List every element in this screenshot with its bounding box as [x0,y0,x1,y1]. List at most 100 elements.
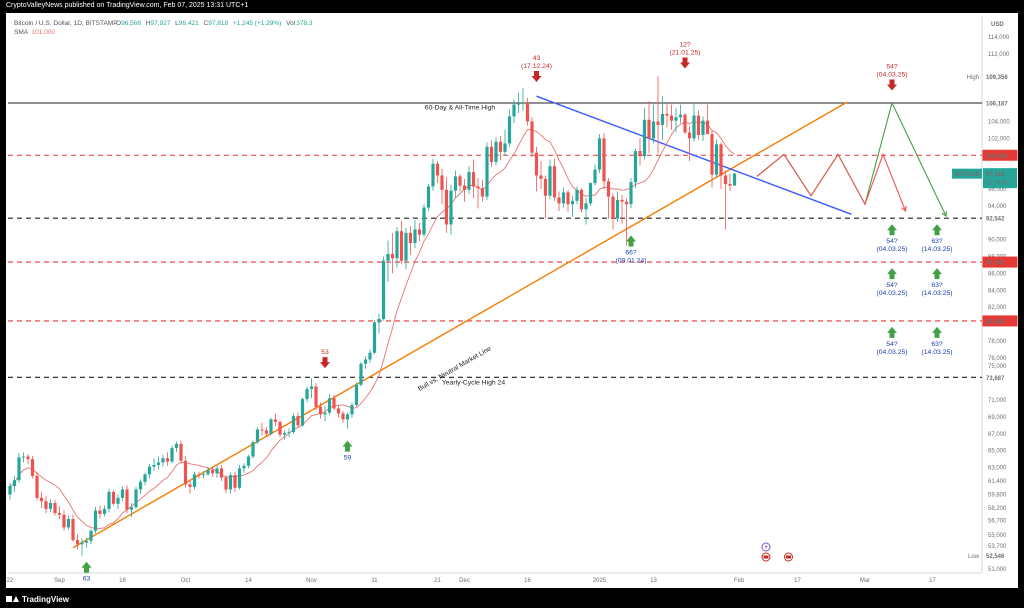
candle-body [732,173,737,186]
sma-line [9,121,735,529]
candle-body [44,501,48,509]
candle [705,104,710,135]
arrow-up-icon: 63 [81,561,92,583]
marker-date: (04.03.25) [877,246,908,253]
candle [696,110,701,141]
candle [516,92,521,114]
candle-body [431,163,435,187]
marker-arrow-shape [887,224,897,236]
candle-body [575,189,579,201]
candle [386,240,390,282]
candle [206,467,210,476]
candle [629,178,633,209]
candle [323,405,327,422]
y-tick-label: 104,000 [988,119,1010,125]
candle [291,413,296,434]
candle [156,456,161,470]
candle-body [647,119,651,139]
marker-label: 63? [931,341,943,348]
candle-body [66,518,71,528]
price-scale-label: 97,818 11:28:40 BTCUSD [952,168,1017,189]
candle-body [341,413,345,420]
price-label-value: 100,000 [986,154,1008,160]
candle-body [399,231,404,261]
candle-body [251,442,255,457]
y-tick-label: 114,000 [988,35,1010,41]
x-tick-label: Feb [734,578,745,584]
candle [129,502,134,518]
candle-body [449,190,453,225]
candle-body [674,117,678,121]
candle-body [548,166,552,196]
y-tick-label: 51,000 [988,567,1007,573]
candle [264,426,269,438]
annotation-text: 60-Day & All-Time High [425,105,496,112]
candle-body [62,514,66,528]
candle [548,159,552,200]
legend-vol-label: Vol [286,20,296,27]
us-flag-event-icon [761,552,771,562]
candle [575,186,579,205]
candle [552,158,557,201]
price-scale-label: 80,368 [982,315,1018,327]
candle [71,514,75,542]
candle-body [53,502,57,514]
candle-body [210,470,215,474]
candle [525,97,530,126]
candle-body [543,178,548,196]
marker-arrow-shape [342,440,353,452]
candle [660,96,665,141]
candle [165,452,170,466]
legend-ohlc: O96,566 H97,927 L96,421 C97,818 +1,245 (… [116,20,313,27]
candle [683,113,687,135]
marker-label: 54? [886,282,898,289]
candle-body [260,429,264,431]
x-tick-label: 17 [794,578,801,584]
candle-body [561,192,566,204]
candle [471,159,476,199]
y-tick-label: 56,700 [988,519,1007,525]
candles-layer[interactable] [8,76,737,556]
candle-body [255,429,260,443]
x-tick-label: 16 [119,578,126,584]
y-tick-label: 84,000 [988,288,1007,294]
marker-arrow-shape [531,71,542,83]
candle [606,178,611,219]
price-tag-text: Low [968,554,980,560]
candle-body [476,186,480,189]
legend-change: +1,245 (+1.29%) [233,20,281,27]
candle-body [354,384,359,406]
horizontal-levels [8,102,982,378]
candle-body [417,229,422,235]
event-badge-bolt [764,544,768,550]
candle-body [588,183,593,204]
candle [719,142,723,190]
price-label-bg [983,71,1017,82]
candle-body [534,152,539,176]
candle [728,173,732,191]
candle-body [116,497,120,504]
marker-date: (09.01.24) [616,258,647,265]
price-label-countdown: 11:28:40 [986,181,1010,187]
arrow-up-icon: 54?(04.03.25) [877,326,908,356]
candle-body [489,146,494,163]
candle [183,456,188,488]
candle-body [593,169,597,184]
legend-o-label: O [116,20,121,27]
candle-body [359,363,363,385]
price-label-value: 109,356 [986,75,1008,81]
y-tick-label: 58,200 [988,506,1007,512]
candle-body [350,405,354,415]
candle [480,179,485,202]
candle-body [269,419,273,434]
candle-body [570,200,575,205]
candle [39,491,44,509]
candle [449,184,453,235]
marker-date: (04.03.25) [877,349,908,356]
candle [669,104,674,130]
candle-body [291,416,296,433]
candle-body [435,163,440,176]
candle [701,116,705,141]
